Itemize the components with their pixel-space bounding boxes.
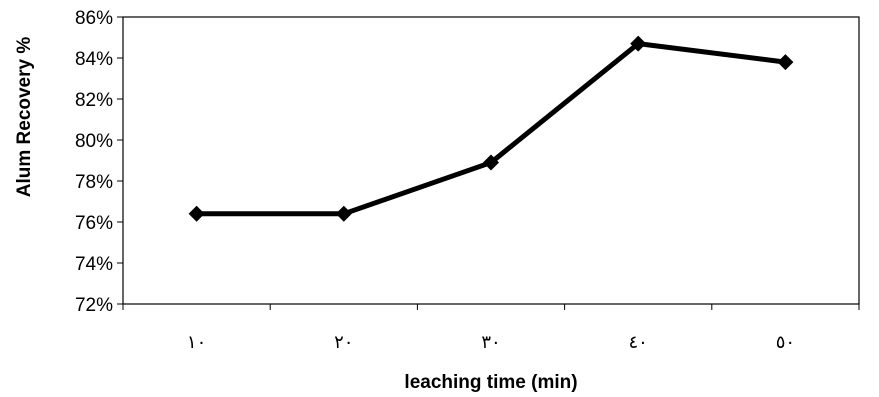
y-tick-label: 72% xyxy=(75,295,113,316)
x-tick-label: ٥٠ xyxy=(776,332,795,353)
x-tick-label: ٣٠ xyxy=(481,332,500,353)
data-point-marker xyxy=(630,35,647,52)
y-tick-label: 74% xyxy=(75,254,113,275)
plot-area xyxy=(122,16,860,305)
x-tick-label: ١٠ xyxy=(187,332,206,353)
data-point-marker xyxy=(188,205,205,222)
y-tick-label: 86% xyxy=(75,8,113,29)
y-tick-label: 80% xyxy=(75,131,113,152)
y-axis-title: Alum Recovery % xyxy=(14,37,35,198)
y-axis-ticks: 72% 74% 76% 78% 80% 82% 84% 86% xyxy=(75,8,123,316)
y-tick-label: 78% xyxy=(75,172,113,193)
x-axis-ticks: ١٠ ٢٠ ٣٠ ٤٠ ٥٠ xyxy=(122,304,860,353)
y-tick-label: 84% xyxy=(75,49,113,70)
x-axis-title: leaching time (min) xyxy=(404,372,577,393)
data-point-marker xyxy=(777,54,794,71)
series-group xyxy=(188,35,794,222)
x-tick-label: ٢٠ xyxy=(334,332,353,353)
data-point-marker xyxy=(335,205,352,222)
y-tick-label: 82% xyxy=(75,90,113,111)
series-line xyxy=(196,41,786,217)
x-tick-label: ٤٠ xyxy=(629,332,648,353)
data-point-marker xyxy=(483,154,499,171)
y-tick-label: 76% xyxy=(75,213,113,234)
